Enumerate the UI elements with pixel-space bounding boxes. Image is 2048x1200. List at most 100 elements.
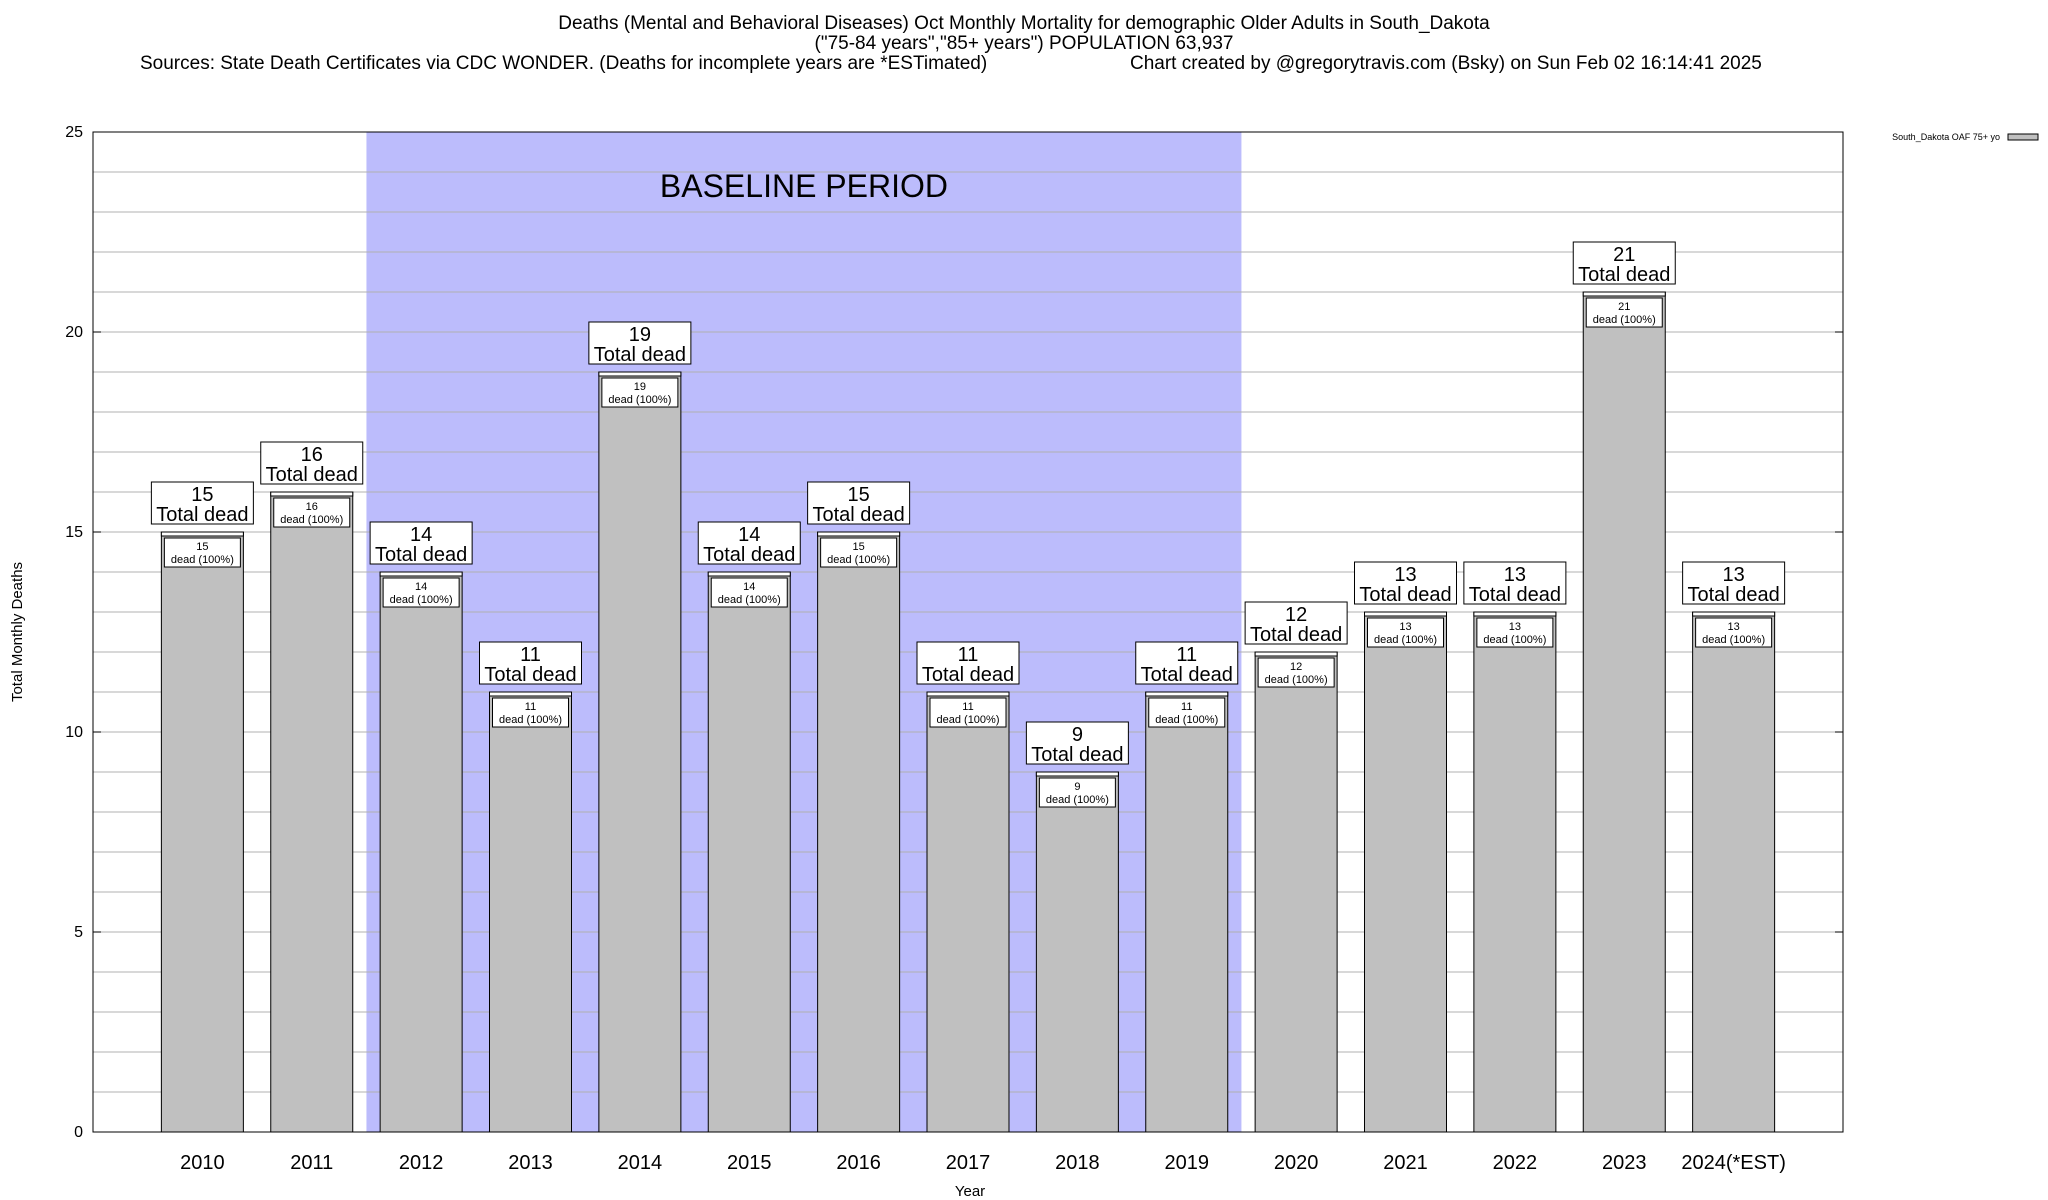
bar-total-label-box <box>1354 561 1457 605</box>
bar <box>1582 291 1666 1133</box>
bar-inner-label-box <box>163 537 241 568</box>
bar-inner-label-box <box>273 497 351 528</box>
bar-inner-value: 13 <box>1509 621 1521 633</box>
bar <box>1254 651 1338 1133</box>
chart-credit-text: Chart created by @gregorytravis.com (Bsk… <box>1130 53 1762 74</box>
axes: 2010 2011 2012 2013 2014 2015 2016 2017 2018 2019… <box>9 124 1844 1200</box>
y-tick-label: 5 <box>74 924 83 941</box>
chart-sources-text: Sources: State Death Certificates via CD… <box>140 53 988 74</box>
bar-total-value: 9 <box>1072 724 1083 746</box>
bar-total-label: Total dead <box>812 504 904 526</box>
bar-total-label: Total dead <box>1687 584 1779 606</box>
bar-top-band <box>926 691 1010 697</box>
bar-inner-value: 9 <box>1074 781 1080 793</box>
bar-total-value: 15 <box>191 484 213 506</box>
bar-total-label-box <box>1135 641 1239 685</box>
bar-total-value: 15 <box>848 484 870 506</box>
bar-inner-label-box <box>710 577 788 608</box>
bar-total-label-box <box>150 481 254 525</box>
bar-inner-label-box <box>1367 617 1444 648</box>
x-tick-label: 2023 <box>1602 1152 1647 1174</box>
x-tick-label: 2012 <box>399 1152 444 1174</box>
legend: South_Dakota OAF 75+ yo <box>1892 132 2039 142</box>
bar-top-band <box>1035 771 1119 777</box>
x-tick-label: 2016 <box>836 1152 881 1174</box>
bar-total-label: Total dead <box>156 504 248 526</box>
bar-inner-label: dead (100%) <box>1374 634 1437 646</box>
chart-title-line-2: ("75-84 years","85+ years") POPULATION 6… <box>814 33 1234 54</box>
bar-total-value: 11 <box>1176 644 1197 666</box>
bar-inner-label: dead (100%) <box>390 594 453 606</box>
bar-top-band <box>598 371 682 377</box>
bar-inner-value: 21 <box>1618 301 1630 313</box>
bar-total-value: 13 <box>1394 564 1416 586</box>
bar-inner-label-box <box>1038 777 1116 808</box>
bar-total-value: 14 <box>410 524 432 546</box>
y-axis-label: Total Monthly Deaths <box>9 562 26 702</box>
bar-inner-label: dead (100%) <box>280 514 343 526</box>
bar <box>598 371 682 1133</box>
bar-inner-label: dead (100%) <box>1046 794 1109 806</box>
bar-inner-label: dead (100%) <box>171 554 234 566</box>
x-tick-label: 2011 <box>290 1152 333 1174</box>
bar-total-value: 11 <box>958 644 979 666</box>
bar-total-label-box <box>588 321 692 365</box>
bar-inner-value: 11 <box>525 701 536 713</box>
bar-inner-label-box <box>1585 297 1663 328</box>
bar-total-label-box <box>697 521 801 565</box>
y-tick-label: 10 <box>65 724 83 741</box>
bar-top-band <box>1364 611 1447 617</box>
bar-inner-label-box <box>1695 617 1773 648</box>
bar-inner-value: 16 <box>306 501 318 513</box>
bar-inner-label: dead (100%) <box>1483 634 1546 646</box>
bar-inner-label: dead (100%) <box>1265 674 1328 686</box>
bar-top-band <box>160 531 244 537</box>
bar-inner-label: dead (100%) <box>1155 714 1218 726</box>
bar <box>379 571 463 1133</box>
bar-total-label: Total dead <box>375 544 467 566</box>
bar-top-band <box>817 531 901 537</box>
baseline-period-label: BASELINE PERIOD <box>660 168 948 204</box>
legend-label: South_Dakota OAF 75+ yo <box>1892 132 2000 142</box>
bar-total-label-box <box>807 481 911 525</box>
bar-top-band <box>1473 611 1557 617</box>
bar-inner-label-box <box>1148 697 1226 728</box>
bar <box>707 571 791 1133</box>
bar-total-label: Total dead <box>1578 264 1670 286</box>
bar-top-band <box>1145 691 1229 697</box>
bar-total-value: 11 <box>520 644 541 666</box>
bar <box>270 491 354 1133</box>
bar-top-band <box>379 571 463 577</box>
bar <box>926 691 1010 1133</box>
bar-total-label: Total dead <box>266 464 358 486</box>
bar-inner-value: 11 <box>1181 701 1192 713</box>
bar-inner-label: dead (100%) <box>1702 634 1765 646</box>
bar-top-band <box>1582 291 1666 297</box>
bar-total-label-box <box>1025 721 1129 765</box>
bar-top-band <box>270 491 354 497</box>
plot-frame <box>92 131 1844 1133</box>
bar-total-label: Total dead <box>922 664 1014 686</box>
bar-total-value: 13 <box>1723 564 1745 586</box>
x-tick-label: 2021 <box>1383 1152 1428 1174</box>
bar <box>489 691 572 1133</box>
bar <box>1145 691 1229 1133</box>
bar-total-label: Total dead <box>1031 744 1123 766</box>
bar-total-label-box <box>260 441 364 485</box>
bar-total-value: 14 <box>738 524 760 546</box>
x-tick-label: 2020 <box>1274 1152 1319 1174</box>
bar-inner-label-box <box>1257 657 1335 688</box>
bar-total-value: 16 <box>301 444 323 466</box>
x-tick-label: 2019 <box>1165 1152 1210 1174</box>
